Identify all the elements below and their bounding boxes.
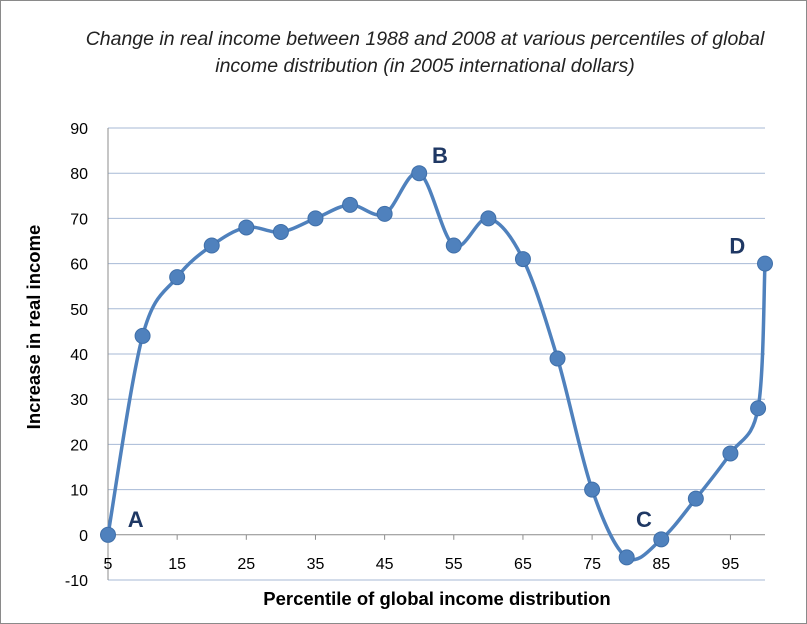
annotation-label: A: [128, 507, 144, 532]
data-point: [514, 251, 531, 268]
data-point: [169, 269, 186, 286]
x-tick-label: 15: [168, 556, 186, 573]
data-point: [549, 350, 566, 367]
x-tick-label: 65: [514, 556, 532, 573]
x-tick-label: 85: [652, 556, 670, 573]
data-point: [342, 196, 359, 213]
data-point: [750, 400, 767, 417]
data-point: [100, 526, 116, 543]
annotation-label: D: [729, 234, 745, 259]
annotations: A B C D: [128, 143, 746, 532]
data-point: [445, 237, 462, 254]
y-tick-label: 70: [70, 211, 88, 228]
axes: 90 80 70 60 50 40 30 20 10 0 -10 5 15 25 35 45 55 65 75 85 9…: [65, 121, 765, 590]
x-tick-label: 45: [376, 556, 394, 573]
data-point: [653, 531, 670, 548]
x-tick-label: 95: [722, 556, 740, 573]
data-point: [376, 205, 393, 222]
data-point: [584, 481, 601, 498]
data-point: [203, 237, 220, 254]
y-tick-label: 10: [70, 483, 88, 500]
data-point: [687, 490, 704, 507]
y-tick-label: 50: [70, 302, 88, 319]
chart-title: Change in real income between 1988 and 2…: [85, 28, 765, 77]
gridlines: [108, 127, 765, 581]
data-point: [272, 223, 289, 240]
x-tick-label: 55: [445, 556, 463, 573]
x-tick-label: 5: [104, 556, 113, 573]
data-point: [722, 445, 739, 462]
data-point: [480, 210, 497, 227]
data-point: [134, 327, 151, 344]
x-axis-title: Percentile of global income distribution: [263, 588, 610, 609]
x-tick-label: 75: [583, 556, 601, 573]
x-tick-label: 25: [237, 556, 255, 573]
data-point: [618, 549, 635, 566]
y-tick-label: 20: [70, 437, 88, 454]
y-tick-label: -10: [65, 573, 88, 590]
data-point: [757, 255, 773, 272]
annotation-label: C: [636, 507, 652, 532]
y-tick-label: 60: [70, 257, 88, 274]
annotation-label: B: [432, 143, 448, 168]
series-line: [106, 171, 767, 562]
series-layer: [100, 165, 773, 566]
y-tick-label: 90: [70, 121, 88, 138]
data-point: [411, 165, 428, 182]
y-tick-label: 0: [79, 528, 88, 545]
data-point: [307, 210, 324, 227]
x-tick-label: 35: [307, 556, 325, 573]
y-tick-label: 80: [70, 166, 88, 183]
data-point: [238, 219, 255, 236]
y-tick-label: 40: [70, 347, 88, 364]
y-axis-title: Increase in real income: [23, 225, 44, 430]
y-tick-label: 30: [70, 392, 88, 409]
